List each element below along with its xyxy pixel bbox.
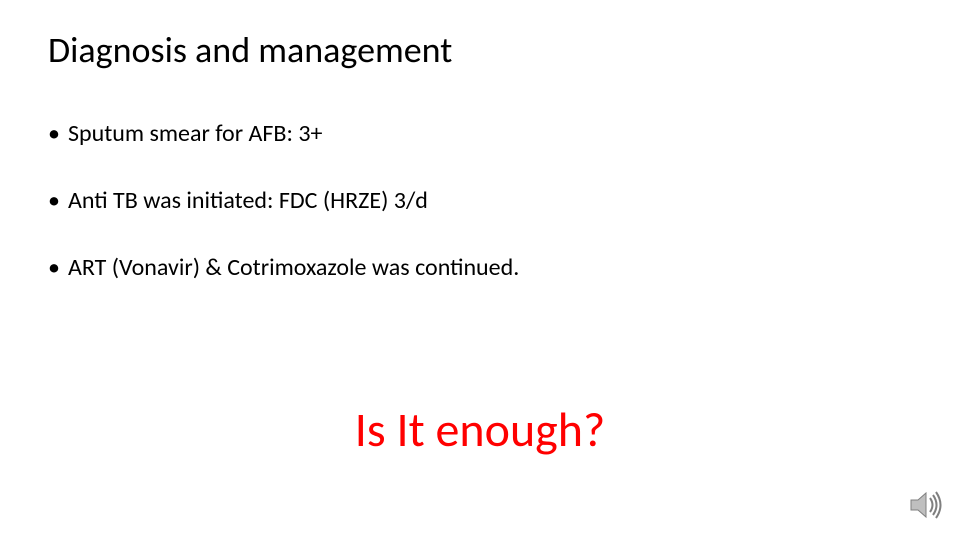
bullet-item: Anti TB was initiated: FDC (HRZE) 3/d <box>48 187 868 216</box>
bullet-item: ART (Vonavir) & Cotrimoxazole was contin… <box>48 254 868 283</box>
bullet-list: Sputum smear for AFB: 3+ Anti TB was ini… <box>48 120 868 320</box>
speaker-icon[interactable] <box>908 488 942 522</box>
slide: Diagnosis and management Sputum smear fo… <box>0 0 960 540</box>
callout-text: Is It enough? <box>0 400 960 459</box>
bullet-item: Sputum smear for AFB: 3+ <box>48 120 868 149</box>
slide-title: Diagnosis and management <box>48 28 452 72</box>
